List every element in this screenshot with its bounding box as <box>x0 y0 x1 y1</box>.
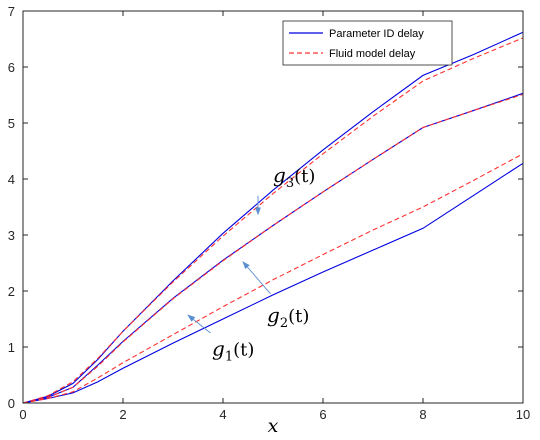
plot-area <box>23 11 523 403</box>
x-axis-label: x <box>268 415 279 437</box>
legend-label-parameter-id: Parameter ID delay <box>329 28 424 40</box>
annotation-arrow-g1 <box>187 314 211 334</box>
series-line-g2-fluid-model <box>22 93 524 404</box>
x-tick-label: 8 <box>419 407 426 422</box>
annotation-label-g2: g2(t) <box>267 303 309 331</box>
y-tick-label: 5 <box>8 116 15 131</box>
annotation-label-g1: g1(t) <box>212 336 254 364</box>
legend-box <box>282 20 453 66</box>
legend: Parameter ID delay Fluid model delay <box>282 20 453 66</box>
y-tick-label: 0 <box>8 396 15 411</box>
x-tick-label: 4 <box>219 407 226 422</box>
series-line-g1-fluid-model <box>22 153 524 404</box>
y-tick-label: 1 <box>8 340 15 355</box>
x-tick-label: 10 <box>516 407 530 422</box>
annotation-label-g3: g3(t) <box>273 163 315 191</box>
legend-label-fluid-model: Fluid model delay <box>329 48 416 60</box>
axes-box <box>22 10 524 404</box>
series-layer <box>22 31 524 404</box>
annotation-arrow-g2 <box>242 261 271 295</box>
y-tick-label: 3 <box>8 228 15 243</box>
y-tick-label: 6 <box>8 60 15 75</box>
x-tick-label: 2 <box>119 407 126 422</box>
series-line-g3-parameter-id <box>22 31 524 404</box>
x-tick-label: 0 <box>19 407 26 422</box>
x-tick-label: 6 <box>319 407 326 422</box>
y-tick-label: 4 <box>8 172 15 187</box>
ticks-layer: 0 2 4 6 8 10 0 1 2 3 4 5 6 7 <box>8 4 530 422</box>
series-line-g1-parameter-id <box>22 162 524 404</box>
annotations-layer: g3(t) g2(t) g1(t) <box>187 163 315 364</box>
y-tick-label: 7 <box>8 4 15 19</box>
y-tick-label: 2 <box>8 284 15 299</box>
